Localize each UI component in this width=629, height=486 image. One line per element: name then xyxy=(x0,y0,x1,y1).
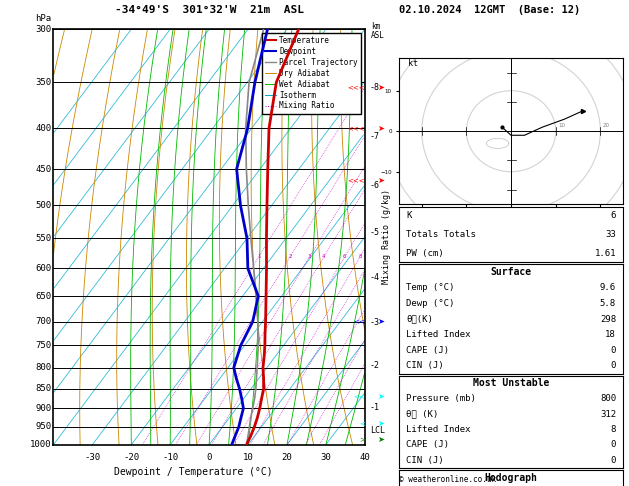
Text: 450: 450 xyxy=(35,165,52,174)
Text: 1000: 1000 xyxy=(30,440,52,449)
Text: 850: 850 xyxy=(35,384,52,393)
Text: 950: 950 xyxy=(35,422,52,432)
Text: hPa: hPa xyxy=(35,14,52,23)
Text: Most Unstable: Most Unstable xyxy=(473,379,549,388)
Text: Lifted Index: Lifted Index xyxy=(406,330,470,339)
Text: CAPE (J): CAPE (J) xyxy=(406,440,449,450)
Text: 650: 650 xyxy=(35,292,52,300)
Text: 900: 900 xyxy=(35,404,52,413)
Text: 10: 10 xyxy=(243,453,253,463)
Text: Dewpoint / Temperature (°C): Dewpoint / Temperature (°C) xyxy=(114,467,273,477)
Text: 6: 6 xyxy=(343,254,347,259)
Text: LCL: LCL xyxy=(370,426,385,435)
Text: CIN (J): CIN (J) xyxy=(406,362,443,370)
Text: -5: -5 xyxy=(370,228,380,237)
Text: ➤: ➤ xyxy=(377,176,384,185)
Text: -2: -2 xyxy=(370,361,380,370)
Text: 0: 0 xyxy=(611,346,616,355)
Text: <: < xyxy=(359,420,365,426)
Text: 18: 18 xyxy=(605,330,616,339)
Text: Pressure (mb): Pressure (mb) xyxy=(406,394,476,403)
Text: K: K xyxy=(406,211,411,220)
Text: Surface: Surface xyxy=(491,267,532,277)
Text: ➤: ➤ xyxy=(377,83,384,92)
Text: <<: << xyxy=(353,319,365,325)
Text: 0: 0 xyxy=(611,456,616,465)
Text: 0: 0 xyxy=(611,440,616,450)
Text: 300: 300 xyxy=(35,25,52,34)
Text: 4: 4 xyxy=(322,254,326,259)
Text: 550: 550 xyxy=(35,234,52,243)
Text: 6: 6 xyxy=(611,211,616,220)
Text: 1: 1 xyxy=(257,254,260,259)
Text: -6: -6 xyxy=(370,181,380,190)
Text: 800: 800 xyxy=(600,394,616,403)
Text: -3: -3 xyxy=(370,317,380,327)
Text: ➤: ➤ xyxy=(377,435,384,444)
Text: θᴄ(K): θᴄ(K) xyxy=(406,314,433,324)
Text: Hodograph: Hodograph xyxy=(484,473,538,483)
Text: 800: 800 xyxy=(35,363,52,372)
Text: -1: -1 xyxy=(370,403,380,413)
Text: km
ASL: km ASL xyxy=(371,22,385,40)
Text: 750: 750 xyxy=(35,341,52,350)
Text: -34°49'S  301°32'W  21m  ASL: -34°49'S 301°32'W 21m ASL xyxy=(114,4,304,15)
Text: θᴄ (K): θᴄ (K) xyxy=(406,410,438,418)
Text: 9.6: 9.6 xyxy=(600,283,616,292)
Text: Lifted Index: Lifted Index xyxy=(406,425,470,434)
Text: <<<: <<< xyxy=(347,125,365,131)
Text: <<<: <<< xyxy=(347,84,365,90)
Text: PW (cm): PW (cm) xyxy=(406,249,443,258)
Text: 8: 8 xyxy=(359,254,362,259)
Text: © weatheronline.co.uk: © weatheronline.co.uk xyxy=(399,474,496,484)
Text: 8: 8 xyxy=(611,425,616,434)
Text: Mixing Ratio (g/kg): Mixing Ratio (g/kg) xyxy=(382,190,391,284)
Text: 40: 40 xyxy=(359,453,370,463)
Text: 2: 2 xyxy=(289,254,292,259)
Text: 400: 400 xyxy=(35,124,52,133)
Text: -7: -7 xyxy=(370,133,380,141)
Text: 700: 700 xyxy=(35,317,52,326)
Text: 3: 3 xyxy=(308,254,311,259)
Text: Temp (°C): Temp (°C) xyxy=(406,283,455,292)
Text: ➤: ➤ xyxy=(377,317,384,326)
Text: ➤: ➤ xyxy=(377,124,384,133)
Text: 298: 298 xyxy=(600,314,616,324)
Text: 02.10.2024  12GMT  (Base: 12): 02.10.2024 12GMT (Base: 12) xyxy=(399,4,581,15)
Text: 312: 312 xyxy=(600,410,616,418)
Text: 20: 20 xyxy=(603,123,610,128)
Text: Totals Totals: Totals Totals xyxy=(406,230,476,239)
Text: >: > xyxy=(359,436,365,442)
Text: <<<: <<< xyxy=(347,177,365,183)
Text: CAPE (J): CAPE (J) xyxy=(406,346,449,355)
Text: 0: 0 xyxy=(206,453,212,463)
Text: kt: kt xyxy=(408,59,418,69)
Text: -8: -8 xyxy=(370,83,380,92)
Text: 30: 30 xyxy=(321,453,331,463)
Text: 0: 0 xyxy=(611,362,616,370)
Legend: Temperature, Dewpoint, Parcel Trajectory, Dry Adiabat, Wet Adiabat, Isotherm, Mi: Temperature, Dewpoint, Parcel Trajectory… xyxy=(262,33,361,114)
Text: -30: -30 xyxy=(84,453,101,463)
Text: 600: 600 xyxy=(35,264,52,273)
Text: ➤: ➤ xyxy=(377,392,384,401)
Text: 20: 20 xyxy=(282,453,292,463)
Text: 33: 33 xyxy=(605,230,616,239)
Text: 10: 10 xyxy=(558,123,565,128)
Text: <<: << xyxy=(353,394,365,399)
Text: -20: -20 xyxy=(123,453,140,463)
Text: Dewp (°C): Dewp (°C) xyxy=(406,299,455,308)
Text: 5.8: 5.8 xyxy=(600,299,616,308)
Text: -10: -10 xyxy=(162,453,178,463)
Text: ➤: ➤ xyxy=(377,419,384,428)
Text: CIN (J): CIN (J) xyxy=(406,456,443,465)
Text: 350: 350 xyxy=(35,78,52,87)
Text: 1.61: 1.61 xyxy=(594,249,616,258)
Text: -4: -4 xyxy=(370,273,380,282)
Text: 500: 500 xyxy=(35,201,52,210)
